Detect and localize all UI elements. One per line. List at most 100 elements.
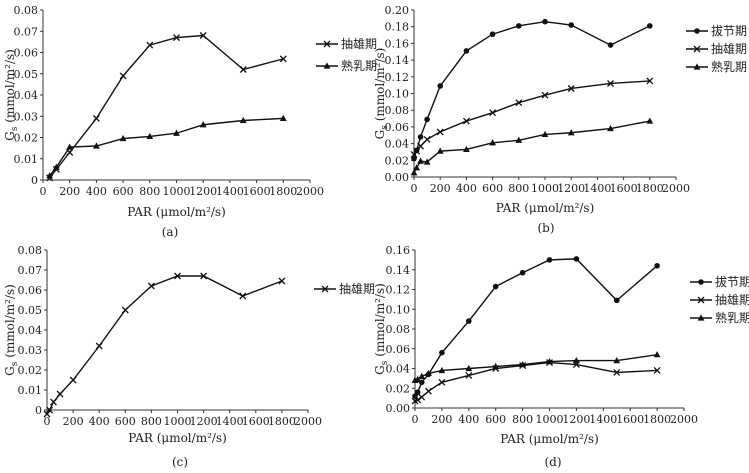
triangle-marker (546, 357, 553, 365)
x-tick-label: 1400 (216, 415, 244, 428)
triangle-marker (413, 164, 421, 171)
legend-entry: 抽雄期 (314, 281, 375, 296)
x-marker (173, 34, 180, 42)
y-tick-label: 0.04 (14, 89, 39, 102)
series-circle (412, 256, 660, 399)
x-tick-label: 0 (412, 413, 419, 426)
x-marker (147, 282, 155, 290)
legend-label: 拔节期 (715, 274, 749, 289)
x-marker (323, 40, 331, 48)
triangle-marker (119, 134, 127, 142)
y-axis-label: Gs (mmol/m²/s) (3, 49, 20, 141)
circle-marker (417, 134, 424, 140)
circle-marker (654, 263, 660, 269)
circle-marker (613, 297, 620, 304)
y-tick-label: 0.08 (18, 244, 43, 257)
chart-panel-d: 0.00 0.02 0.04 0.06 0.08 0.10 0.12 0.14 0.16 0 200… (373, 244, 749, 469)
triangle-marker (199, 121, 207, 128)
circle-marker (437, 83, 444, 89)
x-marker (50, 398, 57, 406)
triangle-marker (541, 130, 549, 138)
x-marker (413, 147, 421, 155)
x-tick-label: 600 (482, 182, 503, 195)
circle-marker (542, 18, 548, 25)
x-tick-label: 800 (508, 182, 529, 195)
x-marker (199, 32, 207, 39)
y-tick-label: 0.06 (385, 121, 410, 134)
legend-label: 抽雄期 (711, 41, 747, 56)
y-tick-label: 0.08 (386, 323, 411, 336)
x-tick-label: 200 (431, 413, 452, 426)
y-tick-label: 0.04 (385, 138, 410, 151)
y-tick-label: 0.04 (18, 324, 43, 337)
x-tick-label: 1200 (190, 415, 218, 428)
circle-marker (568, 22, 574, 28)
x-tick-label: 1400 (583, 182, 611, 195)
triangle-marker (567, 129, 575, 136)
triangle-marker (425, 369, 432, 377)
triangle-marker (46, 172, 54, 179)
legend-label: 抽雄期 (341, 36, 377, 51)
triangle-marker (93, 142, 100, 149)
circle-marker (463, 48, 470, 54)
x-marker (424, 387, 432, 395)
legend-entry: 抽雄期 (690, 292, 749, 307)
x-tick-label: 1400 (589, 413, 617, 426)
series-line (46, 275, 283, 415)
x-tick-label: 1600 (243, 185, 271, 198)
y-tick-label: 0.16 (386, 244, 411, 257)
y-axis-label: Gs (mmol/m²/s) (373, 48, 390, 140)
x-marker (646, 77, 654, 85)
x-marker (489, 109, 497, 117)
x-tick-label: 1600 (616, 413, 644, 426)
triangle-marker (239, 116, 247, 124)
legend-entry: 抽雄期 (686, 41, 747, 56)
y-tick-label: 0.14 (386, 264, 411, 277)
triangle-marker (436, 147, 444, 154)
circle-marker (647, 23, 653, 29)
y-tick-label: 0.06 (386, 343, 411, 356)
circle-marker (489, 31, 496, 38)
x-marker (95, 342, 103, 350)
x-marker (465, 371, 473, 379)
x-tick-label: 2000 (296, 185, 324, 198)
circle-marker (607, 42, 614, 48)
x-marker (239, 66, 247, 73)
y-tick-label: 0.05 (14, 68, 39, 81)
triangle-marker (414, 375, 422, 382)
x-marker (423, 135, 431, 143)
x-tick-label: 600 (113, 185, 134, 198)
triangle-marker (613, 357, 621, 364)
series-triangle (46, 114, 287, 179)
x-marker (567, 85, 575, 92)
triangle-marker (323, 62, 331, 69)
x-marker (414, 396, 422, 404)
y-tick-label: 0.08 (14, 4, 39, 17)
chart-panel-a: 0 0.01 0.02 0.03 0.04 0.05 0.06 0.07 0.08 0 200 400… (3, 4, 377, 239)
y-tick-label: 0.16 (385, 37, 410, 50)
x-tick-label: 2000 (662, 182, 690, 195)
y-tick-label: 0.08 (385, 104, 410, 117)
x-tick-label: 1800 (643, 413, 671, 426)
x-marker (119, 72, 127, 80)
triangle-marker (52, 163, 60, 170)
series-triangle (411, 351, 661, 383)
x-marker (279, 55, 287, 63)
legend-entry: 熟乳期 (316, 58, 377, 73)
x-tick-label: 800 (139, 185, 160, 198)
y-tick-label: 0.01 (14, 153, 39, 166)
triangle-marker (423, 158, 431, 165)
series-line (49, 117, 284, 177)
x-marker (174, 272, 181, 280)
x-tick-label: 800 (141, 415, 162, 428)
triangle-marker (573, 357, 580, 364)
chart-panel-b: 0.00 0.02 0.04 0.06 0.08 0.10 0.12 0.14 0.16 0.18… (373, 4, 747, 235)
x-marker (278, 277, 286, 285)
y-tick-label: 0.07 (18, 264, 43, 277)
x-tick-label: 400 (456, 182, 477, 195)
y-tick-label: 0.00 (386, 402, 411, 415)
panel-label: (d) (544, 455, 561, 469)
x-marker (693, 45, 701, 53)
y-tick-label: 0.04 (386, 363, 411, 376)
